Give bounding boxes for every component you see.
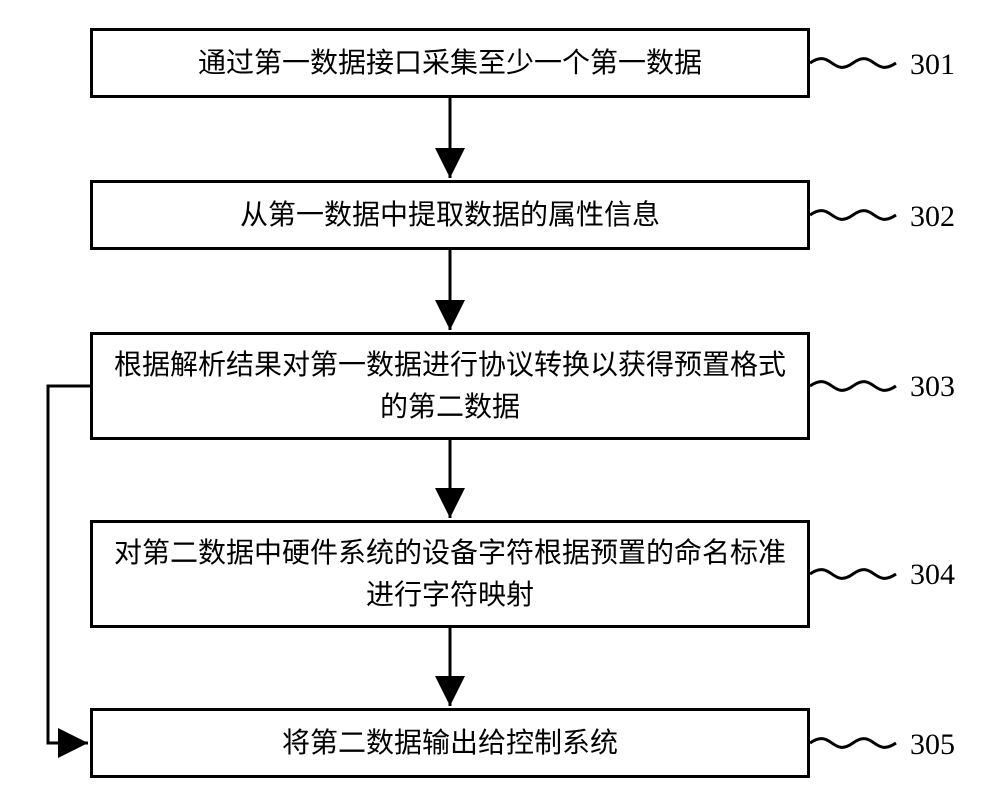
step-label: 301 <box>910 48 955 82</box>
squiggle <box>810 211 896 220</box>
node-text: 通过第一数据接口采集至少一个第一数据 <box>198 42 702 84</box>
step-label: 304 <box>910 558 955 592</box>
label-text: 305 <box>910 728 955 761</box>
flowchart-canvas: 通过第一数据接口采集至少一个第一数据 从第一数据中提取数据的属性信息 根据解析结… <box>0 0 1000 808</box>
bypass-edge <box>48 386 90 743</box>
step-label: 305 <box>910 728 955 762</box>
label-text: 301 <box>910 48 955 81</box>
node-text: 根据解析结果对第一数据进行协议转换以获得预置格式的第二数据 <box>113 344 787 428</box>
step-label: 302 <box>910 200 955 234</box>
flow-node: 对第二数据中硬件系统的设备字符根据预置的命名标准进行字符映射 <box>90 520 810 628</box>
flow-node: 将第二数据输出给控制系统 <box>90 708 810 778</box>
flow-node: 通过第一数据接口采集至少一个第一数据 <box>90 28 810 98</box>
node-text: 从第一数据中提取数据的属性信息 <box>240 194 660 236</box>
flow-node: 根据解析结果对第一数据进行协议转换以获得预置格式的第二数据 <box>90 332 810 440</box>
label-text: 303 <box>910 370 955 403</box>
node-text: 对第二数据中硬件系统的设备字符根据预置的命名标准进行字符映射 <box>113 532 787 616</box>
label-text: 302 <box>910 200 955 233</box>
squiggle <box>810 570 896 579</box>
squiggle <box>810 382 896 391</box>
flow-node: 从第一数据中提取数据的属性信息 <box>90 180 810 250</box>
squiggle <box>810 739 896 748</box>
label-text: 304 <box>910 558 955 591</box>
squiggle <box>810 59 896 68</box>
step-label: 303 <box>910 370 955 404</box>
node-text: 将第二数据输出给控制系统 <box>282 722 618 764</box>
